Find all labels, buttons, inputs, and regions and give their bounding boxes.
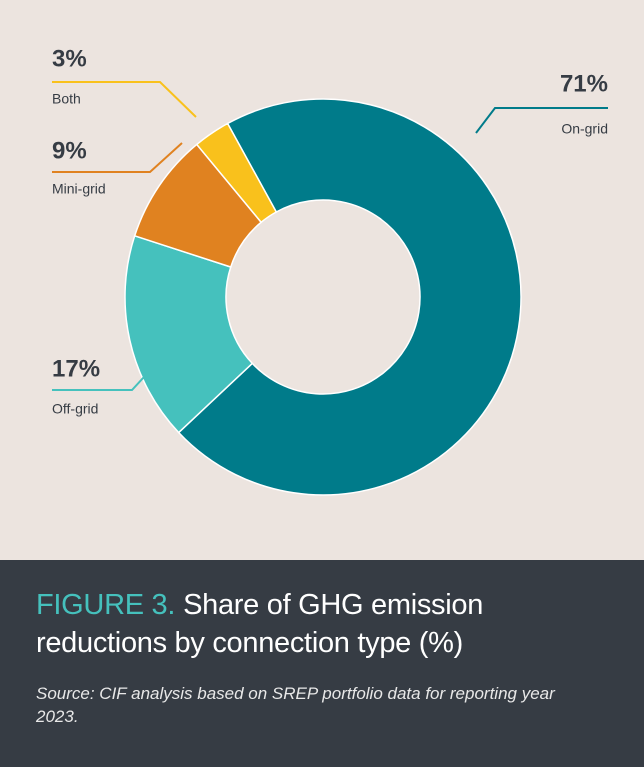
donut-segment	[124, 234, 254, 434]
chart-title: Share of GHG emission reductions by conn…	[36, 589, 484, 659]
leader-line	[52, 81, 197, 118]
chart: 71% On-grid 17% Off-grid 9% Mini-grid 3% Both	[52, 45, 608, 496]
value-label: 9%	[52, 137, 87, 164]
caption-panel: FIGURE 3. Share of GHG emission reduction…	[0, 560, 644, 767]
category-label: Off-grid	[52, 401, 98, 417]
figure-label: FIGURE 3.	[36, 589, 176, 621]
chart-title-block: FIGURE 3. Share of GHG emission reduction…	[36, 586, 616, 662]
category-label: Both	[52, 91, 81, 107]
leader-line	[475, 107, 608, 134]
category-label: On-grid	[561, 121, 608, 137]
donut-segment	[195, 122, 278, 224]
source-note: Source: CIF analysis based on SREP portf…	[36, 684, 555, 726]
value-label: 3%	[52, 45, 87, 72]
value-label: 71%	[560, 70, 608, 97]
leader-line	[52, 142, 183, 173]
value-label: 17%	[52, 355, 100, 382]
leader-line	[52, 376, 145, 391]
category-label: Mini-grid	[52, 181, 106, 197]
donut-segment	[177, 98, 522, 496]
